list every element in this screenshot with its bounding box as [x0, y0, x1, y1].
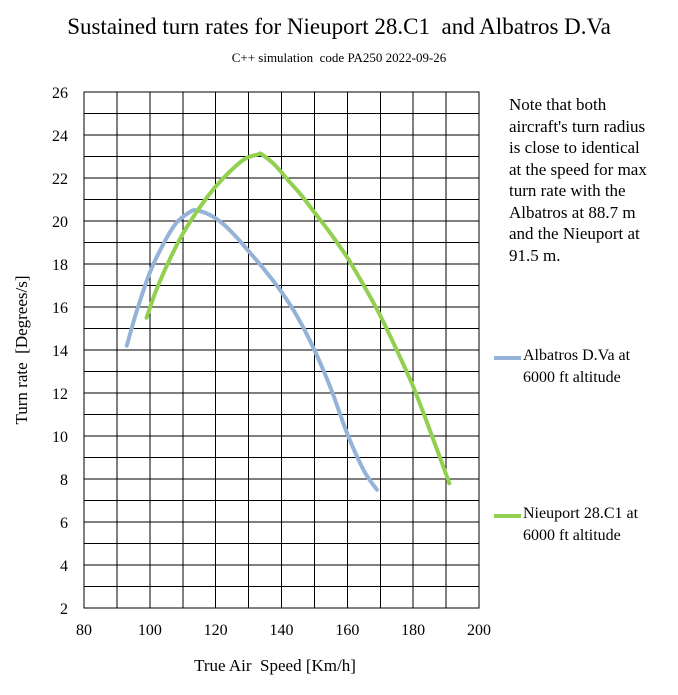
y-tick-label: 6 — [60, 515, 68, 532]
y-tick-label: 10 — [52, 429, 68, 446]
y-tick-label: 4 — [60, 558, 68, 575]
y-tick-label: 24 — [52, 128, 68, 145]
legend-swatch-albatros — [494, 356, 521, 360]
legend-item-nieuport: Nieuport 28.C1 at 6000 ft altitude — [494, 503, 678, 549]
legend-label-albatros: Albatros D.Va at 6000 ft altitude — [523, 347, 631, 386]
x-tick-label: 140 — [270, 622, 294, 639]
x-axis-label: True Air Speed [Km/h] — [194, 656, 356, 675]
x-tick-label: 80 — [76, 622, 92, 639]
plot-frame — [83, 91, 480, 609]
y-tick-label: 2 — [60, 601, 68, 618]
y-axis-label: Turn rate [Degrees/s] — [12, 275, 31, 424]
y-tick-label: 26 — [52, 85, 68, 102]
annotation-note: Note that both aircraft's turn radius is… — [509, 95, 647, 265]
y-tick-label: 22 — [52, 171, 68, 188]
legend-swatch-nieuport — [494, 514, 521, 518]
y-tick-label: 18 — [52, 257, 68, 274]
x-tick-label: 160 — [335, 622, 359, 639]
series-line-albatros — [124, 208, 379, 492]
x-tick-label: 120 — [204, 622, 228, 639]
x-tick-label: 100 — [138, 622, 162, 639]
series-layer — [124, 151, 452, 492]
chart-title: Sustained turn rates for Nieuport 28.C1 … — [67, 14, 611, 39]
y-tick-label: 8 — [60, 472, 68, 489]
y-tick-label: 16 — [52, 300, 68, 317]
x-tick-label: 200 — [467, 622, 491, 639]
y-tick-label: 14 — [52, 343, 68, 360]
tick-labels: 80 100 120 140 160 180 20024681012141618202224… — [52, 85, 491, 639]
x-tick-label: 180 — [401, 622, 425, 639]
chart-subtitle: C++ simulation code PA250 2022-09-26 — [231, 50, 447, 65]
grid — [83, 91, 480, 609]
series-line-nieuport — [144, 151, 452, 486]
y-tick-label: 12 — [52, 386, 68, 403]
legend-item-albatros: Albatros D.Va at 6000 ft altitude — [494, 345, 678, 391]
legend-label-nieuport: Nieuport 28.C1 at 6000 ft altitude — [523, 505, 639, 544]
y-tick-label: 20 — [52, 214, 68, 231]
